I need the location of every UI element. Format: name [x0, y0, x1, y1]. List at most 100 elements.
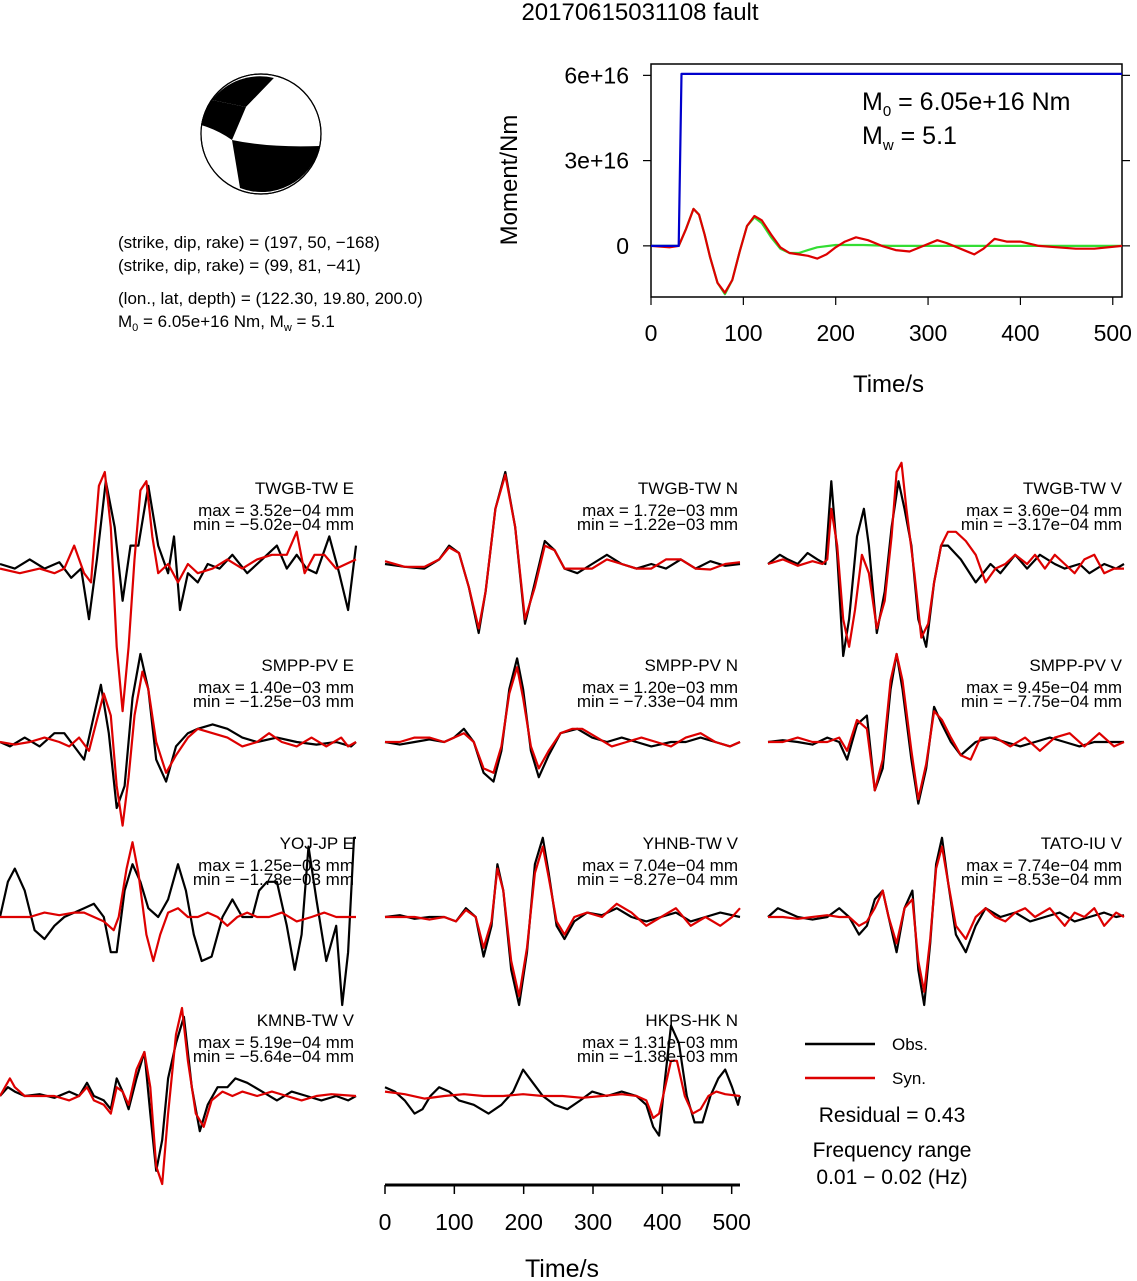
mechanism-plane1: (strike, dip, rake) = (197, 50, −168) — [118, 233, 380, 252]
waveform-obs-line — [0, 480, 358, 621]
moment-xtick-label: 400 — [1001, 320, 1039, 346]
station-min: min = −1.22e−03 mm — [577, 515, 738, 534]
moment-xtick-label: 200 — [817, 320, 855, 346]
station-label: SMPP-PV V — [1029, 656, 1122, 675]
residual-text: Residual = 0.43 — [819, 1104, 966, 1127]
wave-axis-tick-label: 200 — [504, 1209, 542, 1235]
moment-subw: w — [283, 322, 292, 334]
waveform-syn-line — [385, 666, 741, 774]
moment-annotation-m0: M0 = 6.05e+16 Nm — [862, 88, 1070, 120]
station-max: max = 9.45e−04 mm — [966, 678, 1122, 697]
station-label: SMPP-PV N — [644, 656, 738, 675]
frequency-value: 0.01 − 0.02 (Hz) — [816, 1166, 967, 1189]
station-label: TWGB-TW E — [255, 479, 354, 498]
moment-xtick-label: 0 — [645, 320, 658, 346]
station-min: min = −1.38e−03 mm — [577, 1047, 738, 1066]
wave-axis-tick-label: 300 — [574, 1209, 612, 1235]
legend: Obs. Syn. — [805, 1035, 928, 1088]
station-label: TATO-IU V — [1041, 834, 1123, 853]
waveform-syn-line — [385, 845, 741, 998]
moment-chart: 0 3e+16 6e+16 0 100 200 300 400 500 Time/s Moment/… — [496, 62, 1132, 398]
legend-syn-label: Syn. — [892, 1069, 926, 1088]
station-max: max = 1.25e−03 mm — [198, 856, 354, 875]
station-label: TWGB-TW N — [638, 479, 738, 498]
moment-ytick-label: 6e+16 — [564, 62, 629, 88]
wave-axis-tick-label: 0 — [379, 1209, 392, 1235]
beachball — [200, 73, 322, 195]
station-min: min = −5.02e−04 mm — [193, 515, 354, 534]
station-max: max = 1.20e−03 mm — [582, 678, 738, 697]
moment-sub0: 0 — [132, 322, 138, 334]
station-max: max = 1.72e−03 mm — [582, 501, 738, 520]
waveform-time-axis: 0 100 200 300 400 500 Time/s — [379, 1183, 751, 1281]
wave-axis-tick-label: 500 — [712, 1209, 750, 1235]
waveform-syn-line — [0, 670, 357, 827]
moment-xtick-label: 300 — [909, 320, 947, 346]
station-label: TWGB-TW V — [1023, 479, 1123, 498]
waveform-syn-line — [0, 841, 356, 963]
station-max: max = 1.40e−03 mm — [198, 678, 354, 697]
station-min: min = −3.17e−04 mm — [961, 515, 1122, 534]
moment-frame — [650, 63, 1123, 298]
station-max: max = 3.60e−04 mm — [966, 501, 1122, 520]
moment-series-line — [651, 207, 1122, 296]
waveform-syn-line — [384, 473, 741, 630]
moment-series-line — [650, 207, 1123, 294]
waveform-syn-line — [0, 470, 357, 713]
wave-axis-tick-label: 100 — [435, 1209, 473, 1235]
station-min: min = −8.53e−04 mm — [961, 870, 1122, 889]
waveform-syn-line — [768, 652, 1125, 801]
station-min: min = −7.33e−04 mm — [577, 692, 738, 711]
frequency-title: Frequency range — [813, 1139, 972, 1162]
moment-xtick-label: 100 — [724, 320, 762, 346]
station-max: max = 3.52e−04 mm — [198, 501, 354, 520]
station-max: max = 7.04e−04 mm — [582, 856, 738, 875]
station-label: YOJ-JP E — [280, 834, 354, 853]
waveform-syn-line — [384, 1059, 741, 1120]
station-min: min = −1.78e−03 mm — [193, 870, 354, 889]
figure-title: 20170615031108 fault — [521, 0, 758, 26]
legend-obs-label: Obs. — [892, 1035, 928, 1054]
moment-xtick-label: 500 — [1094, 320, 1132, 346]
waveform-obs-line — [384, 1024, 742, 1137]
moment-ylabel: Moment/Nm — [496, 115, 523, 246]
wave-axis-label: Time/s — [525, 1255, 599, 1281]
station-min: min = −7.75e−04 mm — [961, 692, 1122, 711]
mechanism-moment: M0 = 6.05e+16 Nm, Mw = 5.1 — [118, 312, 335, 334]
station-label: SMPP-PV E — [261, 656, 354, 675]
station-min: min = −1.25e−03 mm — [193, 692, 354, 711]
waveform-obs-line — [384, 657, 741, 783]
moment-ytick-label: 3e+16 — [564, 148, 629, 174]
station-min: min = −8.27e−04 mm — [577, 870, 738, 889]
waveform-syn-line — [768, 845, 1125, 993]
moment-xlabel: Time/s — [853, 371, 924, 398]
waveform-syn-line — [0, 1006, 357, 1186]
station-label: YHNB-TW V — [643, 834, 739, 853]
station-label: KMNB-TW V — [257, 1011, 355, 1030]
station-max: max = 7.74e−04 mm — [966, 856, 1122, 875]
moment-rest: = 6.05e+16 Nm, M — [138, 312, 284, 331]
station-max: max = 5.19e−04 mm — [198, 1033, 354, 1052]
wave-axis-tick-label: 400 — [643, 1209, 681, 1235]
moment-series-line — [651, 72, 1122, 247]
waveform-obs-line — [0, 1015, 357, 1172]
moment-mw: = 5.1 — [292, 312, 335, 331]
moment-ytick-label: 0 — [616, 233, 629, 259]
station-label: HKPS-HK N — [645, 1011, 738, 1030]
waveform-syn-line — [767, 461, 1124, 648]
waveform-obs-line — [0, 836, 356, 1007]
moment-m: M — [118, 312, 132, 331]
mechanism-plane2: (strike, dip, rake) = (99, 81, −41) — [118, 256, 361, 275]
